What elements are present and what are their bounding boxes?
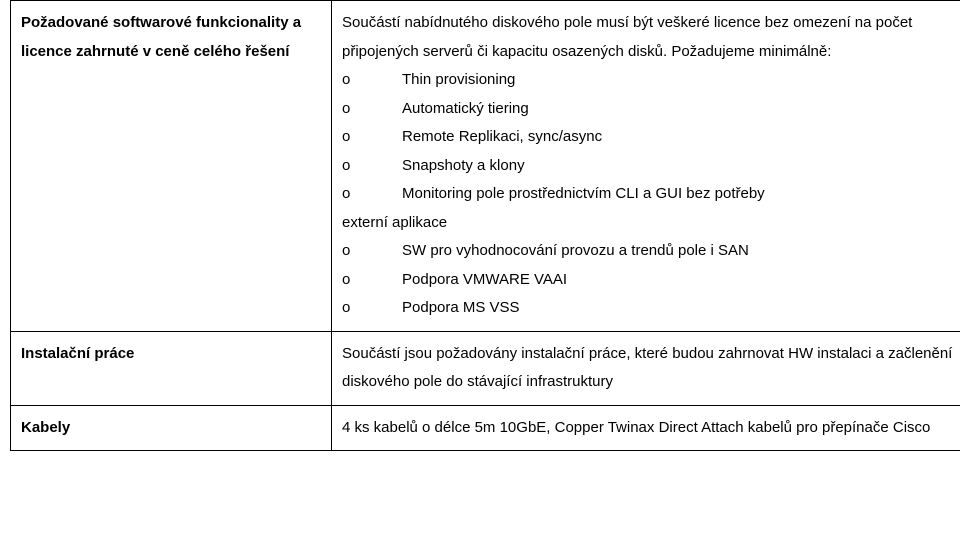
requirements-table: Požadované softwarové funkcionality a li… bbox=[10, 0, 960, 451]
bullet-marker: o bbox=[342, 294, 402, 323]
bullet-marker: o bbox=[342, 123, 402, 152]
list-item: o Automatický tiering bbox=[342, 95, 960, 124]
row-label: Požadované softwarové funkcionality a li… bbox=[11, 1, 332, 332]
row-value: 4 ks kabelů o délce 5m 10GbE, Copper Twi… bbox=[332, 405, 960, 451]
table-row: Požadované softwarové funkcionality a li… bbox=[11, 1, 960, 332]
list-item-text: Thin provisioning bbox=[402, 66, 960, 95]
row-value: Součástí nabídnutého diskového pole musí… bbox=[332, 1, 960, 332]
row-label: Instalační práce bbox=[11, 331, 332, 405]
mid-text: externí aplikace bbox=[342, 209, 960, 238]
list-item: o Podpora VMWARE VAAI bbox=[342, 266, 960, 295]
list-item: o Snapshoty a klony bbox=[342, 152, 960, 181]
list-item-text: Snapshoty a klony bbox=[402, 152, 960, 181]
bullet-marker: o bbox=[342, 66, 402, 95]
list-item-text: Monitoring pole prostřednictvím CLI a GU… bbox=[402, 180, 960, 209]
list-item-text: Podpora VMWARE VAAI bbox=[402, 266, 960, 295]
bullet-marker: o bbox=[342, 237, 402, 266]
list-item: o Remote Replikaci, sync/async bbox=[342, 123, 960, 152]
bullet-marker: o bbox=[342, 266, 402, 295]
list-item: o Monitoring pole prostřednictvím CLI a … bbox=[342, 180, 960, 209]
row-label: Kabely bbox=[11, 405, 332, 451]
list-item: o SW pro vyhodnocování provozu a trendů … bbox=[342, 237, 960, 266]
list-item-text: Remote Replikaci, sync/async bbox=[402, 123, 960, 152]
bullet-marker: o bbox=[342, 180, 402, 209]
list-item: o Podpora MS VSS bbox=[342, 294, 960, 323]
list-item-text: Podpora MS VSS bbox=[402, 294, 960, 323]
table-row: Kabely 4 ks kabelů o délce 5m 10GbE, Cop… bbox=[11, 405, 960, 451]
bullet-marker: o bbox=[342, 95, 402, 124]
list-item-text: SW pro vyhodnocování provozu a trendů po… bbox=[402, 237, 960, 266]
table-row: Instalační práce Součástí jsou požadován… bbox=[11, 331, 960, 405]
intro-text: Součástí nabídnutého diskového pole musí… bbox=[342, 9, 960, 66]
list-item-text: Automatický tiering bbox=[402, 95, 960, 124]
list-item: o Thin provisioning bbox=[342, 66, 960, 95]
row-value: Součástí jsou požadovány instalační prác… bbox=[332, 331, 960, 405]
bullet-marker: o bbox=[342, 152, 402, 181]
